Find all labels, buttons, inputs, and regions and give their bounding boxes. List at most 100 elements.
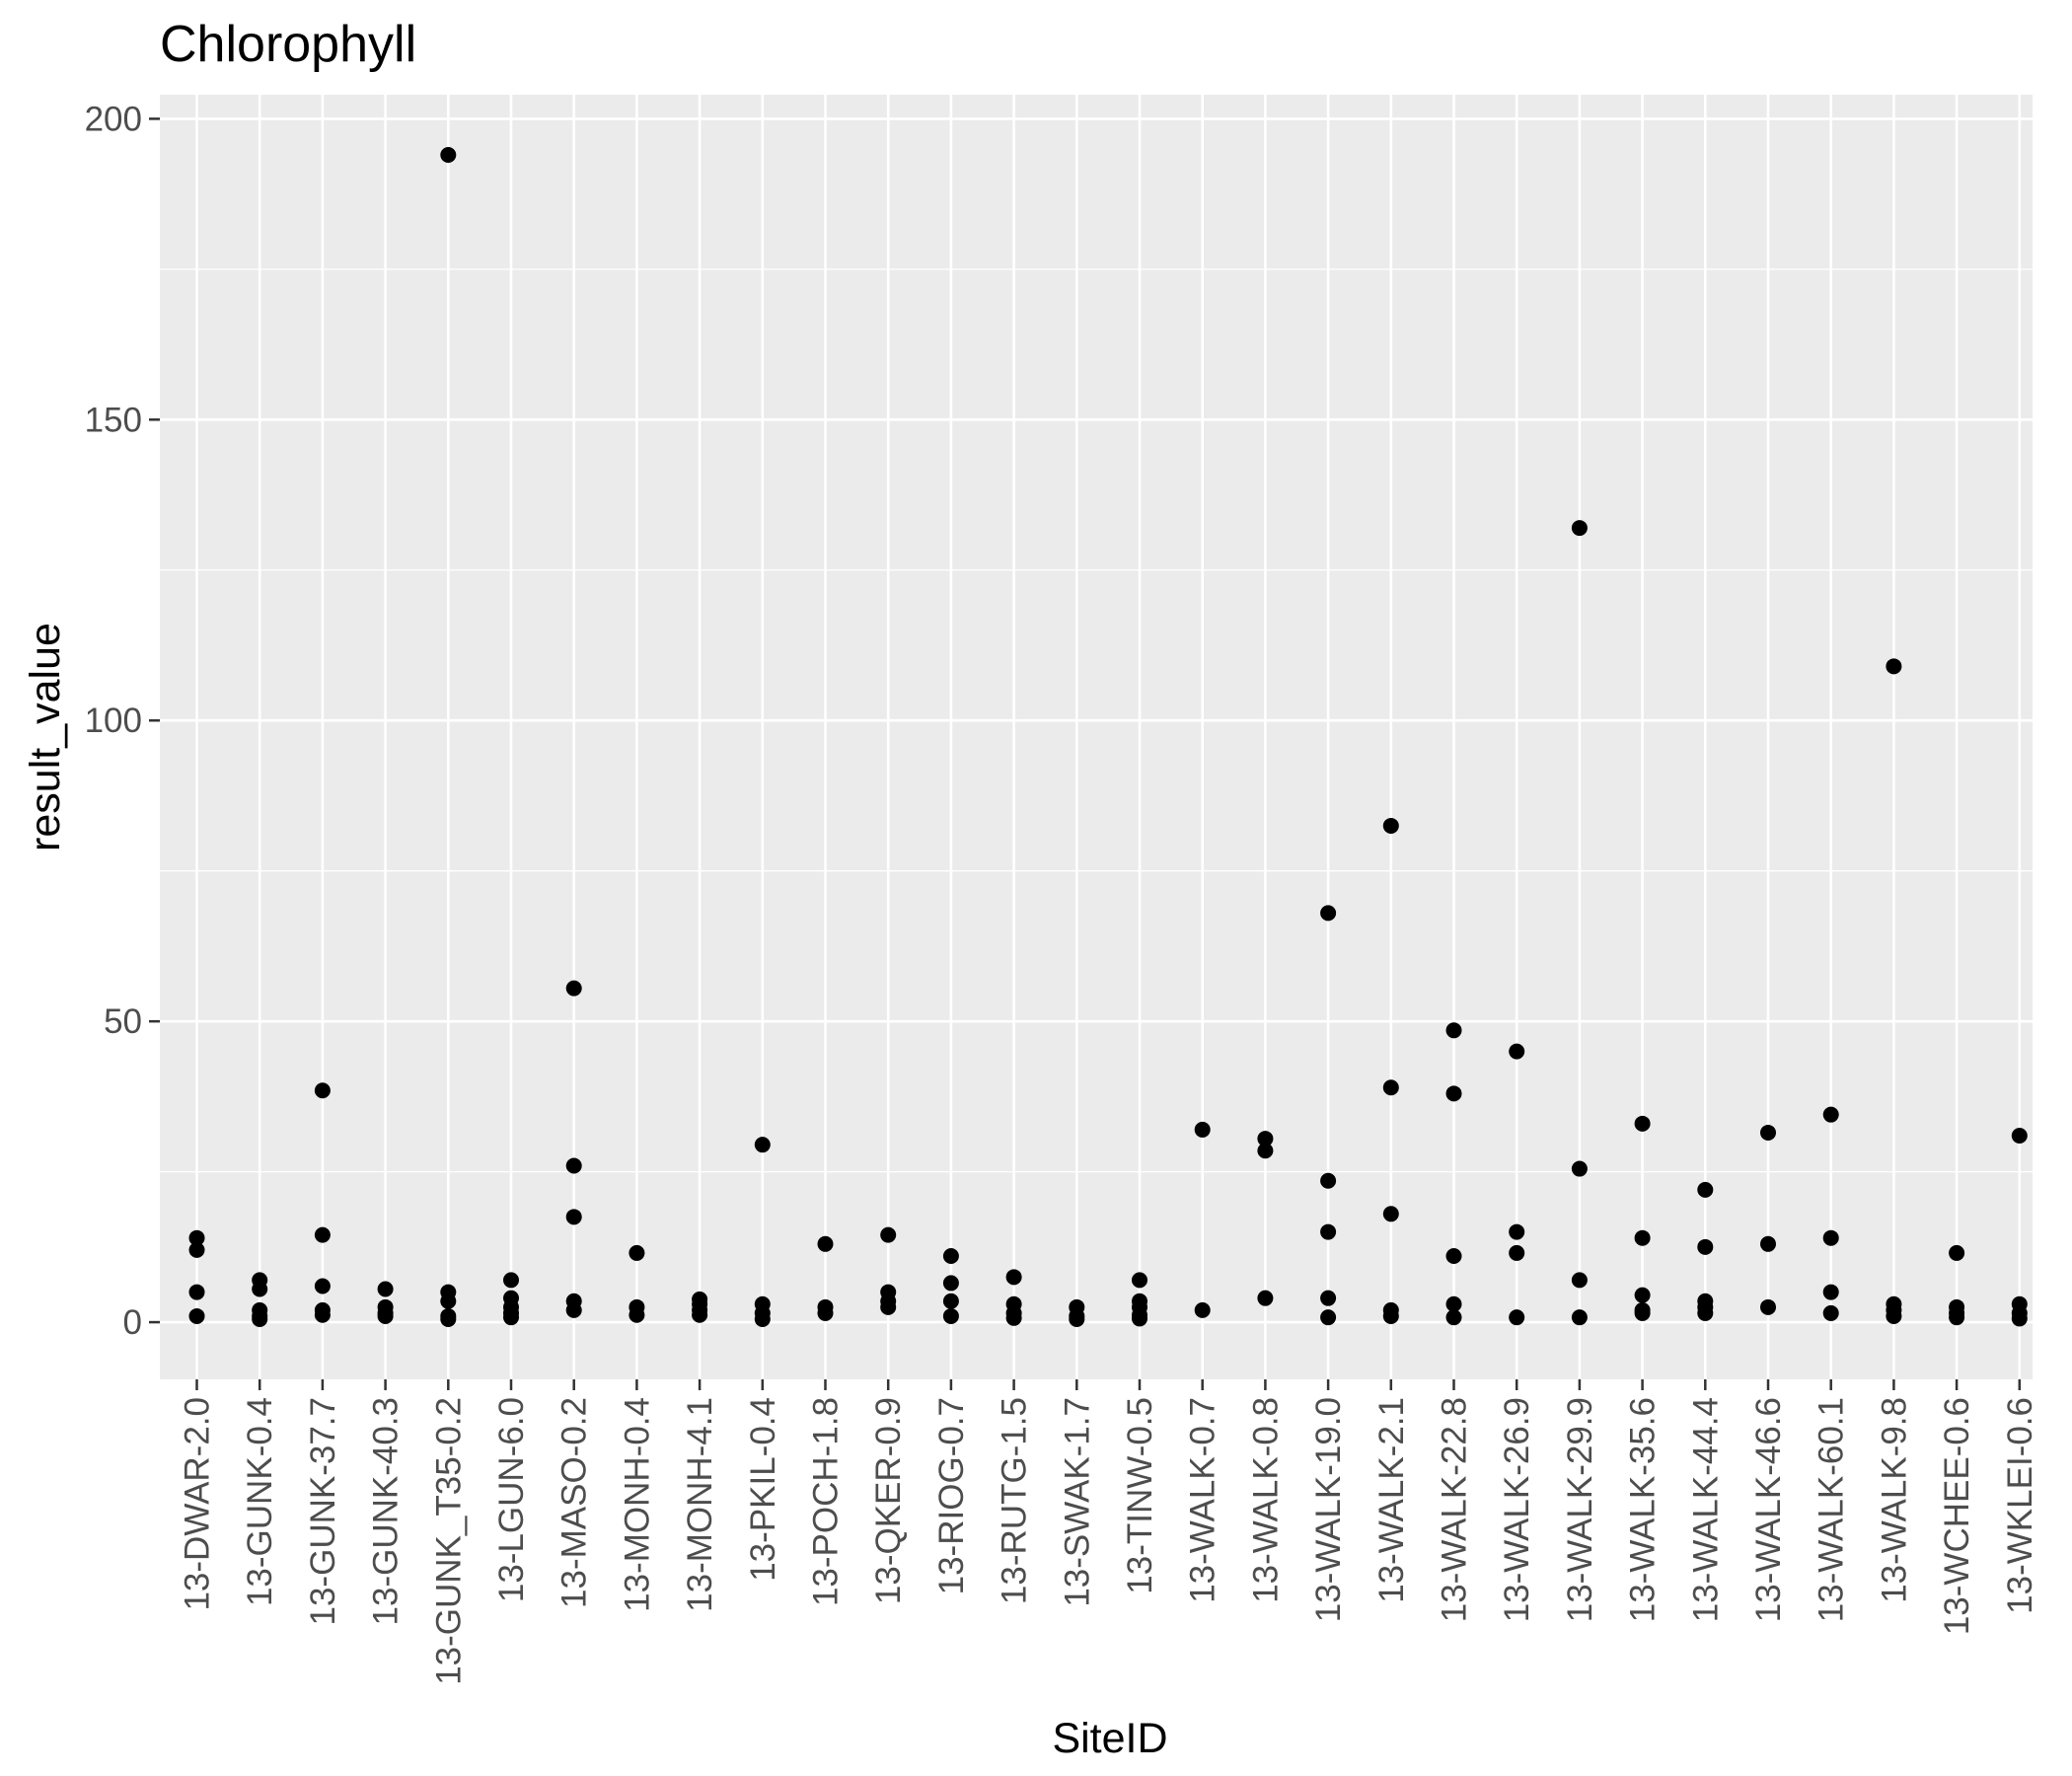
data-point: [1005, 1269, 1022, 1286]
y-tick-label: 150: [85, 401, 142, 439]
data-point: [252, 1281, 268, 1297]
data-point: [188, 1241, 205, 1258]
data-point: [1509, 1043, 1525, 1060]
data-point: [1571, 1160, 1588, 1177]
data-point: [1634, 1229, 1651, 1246]
data-point: [503, 1272, 519, 1289]
x-tick-label: 13-WALK-44.4: [1686, 1397, 1725, 1622]
data-point: [1445, 1309, 1462, 1326]
data-point: [1822, 1229, 1839, 1246]
x-tick-label: 13-WALK-35.6: [1624, 1397, 1663, 1622]
data-point: [1571, 520, 1588, 537]
x-tick-label: 13-GUNK_T35-0.2: [429, 1397, 468, 1685]
x-axis: 13-DWAR-2.0 13-GUNK-0.4 13-GUNK-37.7 13-GUN…: [179, 1379, 2039, 1685]
data-point: [1697, 1304, 1714, 1321]
data-point: [1509, 1223, 1525, 1240]
data-point: [1320, 1223, 1337, 1240]
data-point: [1634, 1304, 1651, 1321]
data-point: [817, 1235, 834, 1252]
data-point: [1445, 1022, 1462, 1039]
data-point: [1634, 1115, 1651, 1132]
data-point: [1886, 1307, 1902, 1324]
data-point: [565, 980, 582, 997]
data-point: [1257, 1131, 1274, 1147]
data-point: [1509, 1309, 1525, 1326]
data-point: [1760, 1298, 1776, 1315]
data-point: [1320, 1309, 1337, 1326]
data-point: [1257, 1143, 1274, 1159]
data-point: [503, 1309, 519, 1326]
data-point: [2011, 1310, 2028, 1327]
data-point: [1382, 817, 1399, 834]
data-point: [2011, 1128, 2028, 1145]
data-point: [1194, 1301, 1211, 1318]
plot-panel: [160, 95, 2033, 1379]
data-point: [314, 1306, 331, 1323]
data-point: [1382, 1307, 1399, 1324]
data-point: [1445, 1247, 1462, 1264]
data-point: [188, 1229, 205, 1246]
x-tick-label: 13-MONH-4.1: [681, 1397, 719, 1612]
x-tick-label: 13-WALK-2.1: [1372, 1397, 1411, 1603]
data-point: [1445, 1295, 1462, 1312]
data-point: [188, 1284, 205, 1300]
data-point: [1571, 1272, 1588, 1289]
data-point: [880, 1226, 897, 1243]
data-point: [1132, 1272, 1147, 1289]
data-point: [692, 1306, 708, 1323]
data-point: [942, 1293, 959, 1309]
data-point: [754, 1311, 771, 1328]
x-tick-label: 13-SWAK-1.7: [1058, 1397, 1096, 1607]
data-point: [1132, 1310, 1147, 1327]
y-tick-label: 200: [85, 100, 142, 138]
data-point: [1571, 1309, 1588, 1326]
data-point: [1194, 1121, 1211, 1138]
chart-title: Chlorophyll: [160, 16, 416, 73]
y-axis-title: result_value: [22, 623, 69, 851]
data-point: [377, 1281, 394, 1297]
x-tick-label: 13-POCH-1.8: [807, 1397, 846, 1606]
data-point: [565, 1209, 582, 1225]
data-point: [565, 1301, 582, 1318]
x-tick-label: 13-WALK-0.8: [1246, 1397, 1285, 1603]
data-point: [1822, 1284, 1839, 1300]
data-point: [1886, 658, 1902, 675]
data-point: [1320, 1172, 1337, 1189]
data-point: [565, 1157, 582, 1174]
x-tick-label: 13-WALK-26.9: [1498, 1397, 1536, 1622]
x-tick-label: 13-WKLEI-0.6: [2001, 1397, 2039, 1614]
y-tick-label: 0: [123, 1303, 142, 1342]
x-tick-label: 13-WALK-29.9: [1561, 1397, 1599, 1622]
data-point: [754, 1137, 771, 1153]
data-point: [1005, 1309, 1022, 1326]
data-point: [314, 1278, 331, 1295]
major-gridlines: [160, 95, 2033, 1379]
data-points: [188, 146, 2028, 1328]
x-tick-label: 13-TINW-0.5: [1121, 1397, 1159, 1594]
x-tick-label: 13-WALK-9.8: [1875, 1397, 1913, 1603]
data-point: [440, 1293, 457, 1309]
data-point: [1949, 1244, 1965, 1261]
x-tick-label: 13-WCHEE-0.6: [1938, 1397, 1976, 1635]
data-point: [252, 1311, 268, 1328]
minor-gridlines: [160, 268, 2033, 1173]
data-point: [314, 1082, 331, 1099]
x-tick-label: 13-WALK-0.7: [1184, 1397, 1222, 1603]
x-tick-label: 13-LGUN-6.0: [492, 1397, 531, 1602]
data-point: [942, 1247, 959, 1264]
data-point: [314, 1226, 331, 1243]
x-tick-label: 13-PKIL-0.4: [744, 1397, 782, 1582]
data-point: [1697, 1181, 1714, 1198]
data-point: [1382, 1079, 1399, 1096]
data-point: [1634, 1287, 1651, 1303]
data-point: [942, 1307, 959, 1324]
y-axis: 0 50 100 150 200: [85, 100, 160, 1342]
y-tick-label: 100: [85, 702, 142, 740]
data-point: [377, 1307, 394, 1324]
x-tick-label: 13-MASO-0.2: [555, 1397, 594, 1608]
x-tick-label: 13-GUNK-0.4: [241, 1397, 279, 1606]
data-point: [440, 146, 457, 163]
x-tick-label: 13-WALK-19.0: [1309, 1397, 1348, 1622]
x-tick-label: 13-WALK-22.8: [1436, 1397, 1474, 1622]
x-tick-label: 13-GUNK-37.7: [304, 1397, 342, 1625]
